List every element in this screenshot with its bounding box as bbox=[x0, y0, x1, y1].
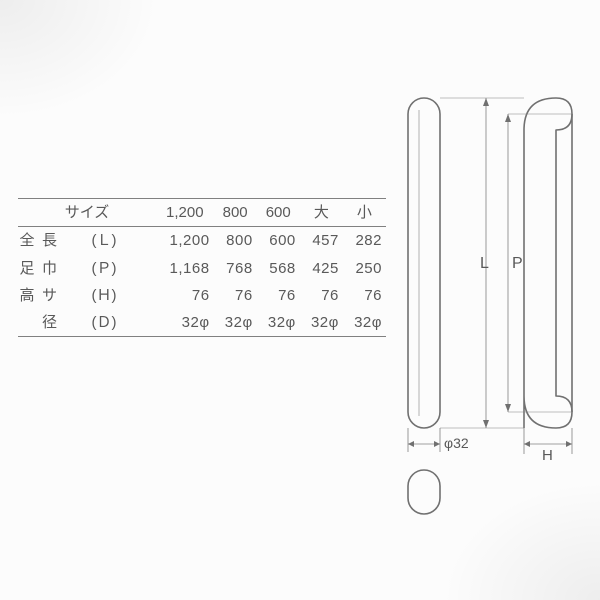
side-view bbox=[524, 98, 572, 428]
row-inner-label: 巾 bbox=[36, 255, 92, 282]
svg-text:H: H bbox=[542, 447, 553, 464]
cell: 600 bbox=[257, 227, 300, 255]
table-row: 全長(Ｌ)1,200800600457282 bbox=[18, 227, 386, 255]
cell: 76 bbox=[214, 282, 257, 309]
row-suffix-label: (Ｈ) bbox=[92, 282, 156, 309]
table-row: 足巾(Ｐ)1,168768568425250 bbox=[18, 255, 386, 282]
bottom-view bbox=[408, 470, 440, 514]
cell: 282 bbox=[343, 227, 386, 255]
spec-table: サイズ 1,200 800 600 大 小 全長(Ｌ)1,20080060045… bbox=[18, 198, 386, 337]
header-col-1: 800 bbox=[214, 199, 257, 227]
cell: 32φ bbox=[343, 309, 386, 337]
svg-text:L: L bbox=[480, 255, 489, 272]
cell: 32φ bbox=[214, 309, 257, 337]
cell: 32φ bbox=[156, 309, 214, 337]
cell: 32φ bbox=[300, 309, 343, 337]
header-col-3: 大 bbox=[300, 199, 343, 227]
row-outer-label: 高 bbox=[18, 282, 36, 309]
dim-H: H bbox=[524, 428, 572, 464]
header-col-0: 1,200 bbox=[156, 199, 214, 227]
header-size: サイズ bbox=[18, 199, 156, 227]
row-suffix-label: (Ｌ) bbox=[92, 227, 156, 255]
dimension-diagram: φ32 L bbox=[400, 82, 582, 520]
cell: 800 bbox=[214, 227, 257, 255]
table-row: 径(Ｄ)32φ32φ32φ32φ32φ bbox=[18, 309, 386, 337]
cell: 76 bbox=[156, 282, 214, 309]
cell: 1,168 bbox=[156, 255, 214, 282]
row-outer-label: 全 bbox=[18, 227, 36, 255]
cell: 768 bbox=[214, 255, 257, 282]
cell: 76 bbox=[300, 282, 343, 309]
header-col-2: 600 bbox=[257, 199, 300, 227]
svg-text:P: P bbox=[512, 255, 523, 272]
cell: 457 bbox=[300, 227, 343, 255]
cell: 1,200 bbox=[156, 227, 214, 255]
header-col-4: 小 bbox=[343, 199, 386, 227]
dim-P: P bbox=[505, 114, 572, 412]
spec-table-container: サイズ 1,200 800 600 大 小 全長(Ｌ)1,20080060045… bbox=[18, 198, 386, 337]
row-suffix-label: (Ｐ) bbox=[92, 255, 156, 282]
cell: 568 bbox=[257, 255, 300, 282]
svg-text:φ32: φ32 bbox=[444, 435, 469, 451]
front-view bbox=[408, 98, 440, 428]
table-row: 高サ(Ｈ)7676767676 bbox=[18, 282, 386, 309]
cell: 250 bbox=[343, 255, 386, 282]
row-inner-label: 長 bbox=[36, 227, 92, 255]
row-inner-label: 径 bbox=[36, 309, 92, 337]
row-outer-label bbox=[18, 309, 36, 337]
row-inner-label: サ bbox=[36, 282, 92, 309]
row-outer-label: 足 bbox=[18, 255, 36, 282]
cell: 425 bbox=[300, 255, 343, 282]
cell: 76 bbox=[257, 282, 300, 309]
cell: 32φ bbox=[257, 309, 300, 337]
row-suffix-label: (Ｄ) bbox=[92, 309, 156, 337]
dim-phi: φ32 bbox=[408, 428, 469, 452]
cell: 76 bbox=[343, 282, 386, 309]
